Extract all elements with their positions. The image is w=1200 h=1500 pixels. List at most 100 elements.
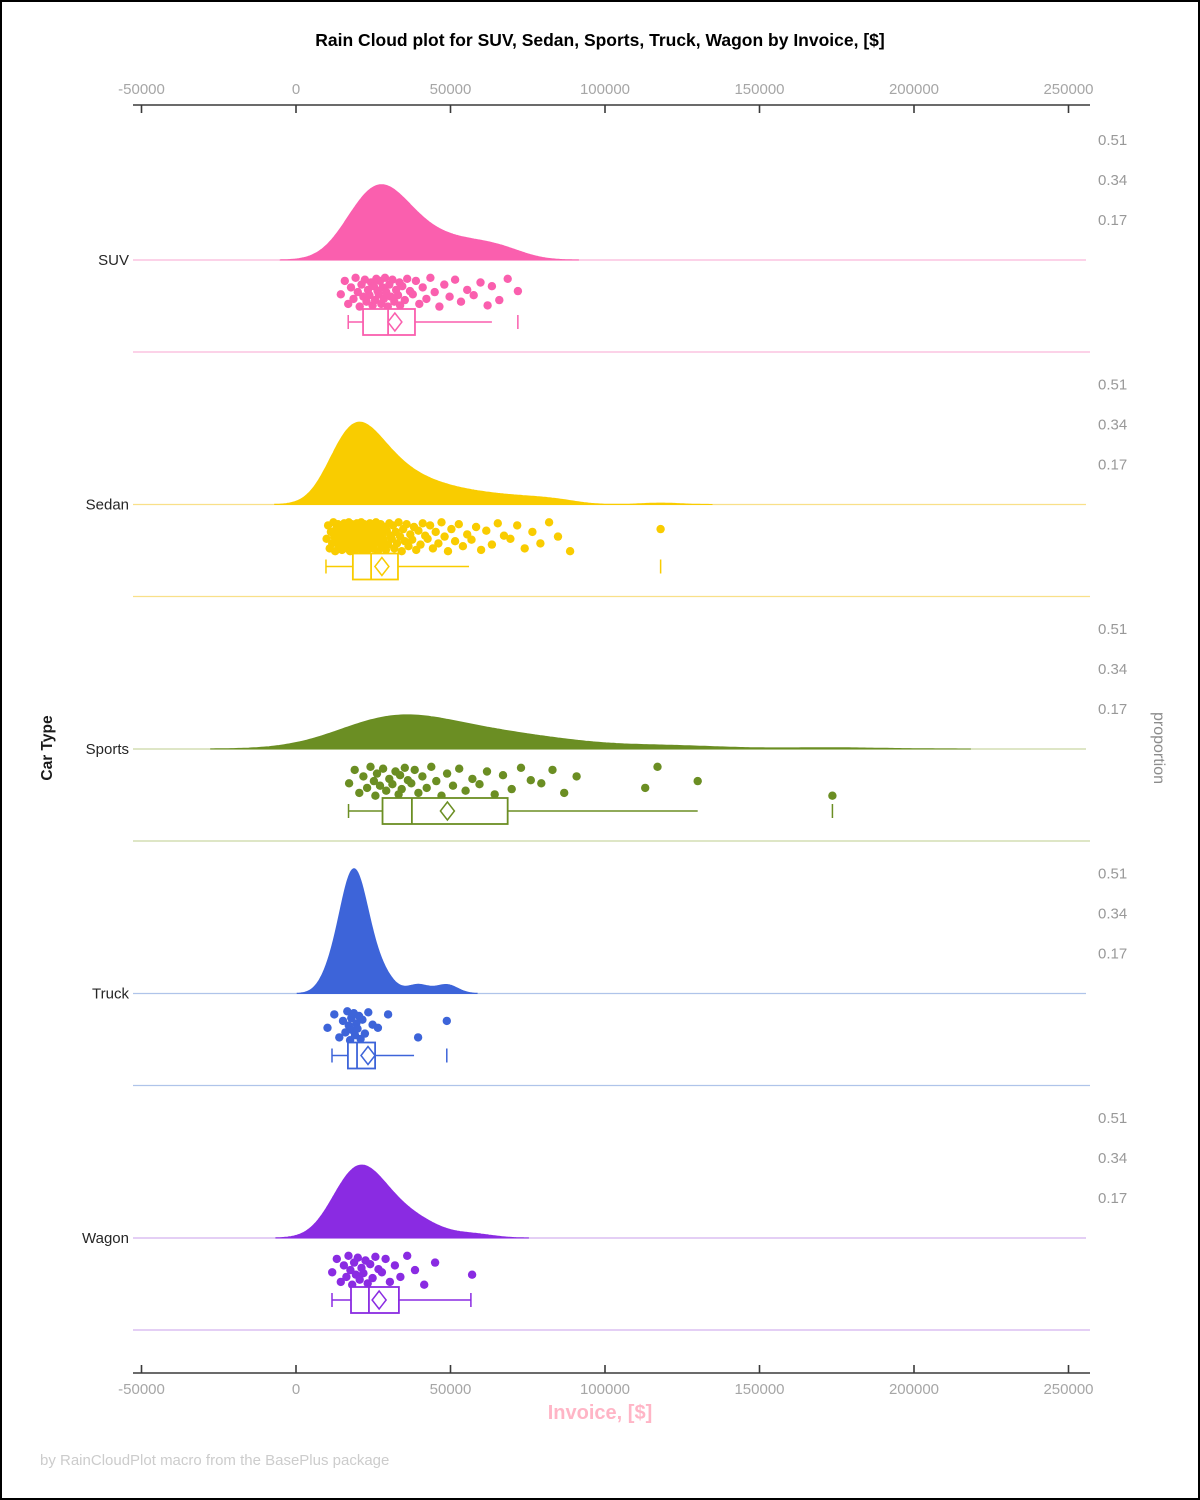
data-point-wagon [342,1272,351,1282]
density-curve-truck [296,868,478,994]
data-point-sports [410,765,419,775]
data-point-wagon [328,1268,337,1277]
category-label-truck: Truck [92,986,129,1003]
data-point-wagon [385,1277,395,1287]
data-point-truck [323,1023,332,1032]
data-point-sedan [408,535,417,544]
x2-tick-label: 200000 [889,81,939,98]
data-point-suv [349,294,358,304]
data-point-suv [418,283,427,292]
data-point-suv [435,302,444,311]
data-point-sedan [437,518,446,527]
data-point-sports [653,762,662,771]
data-point-truck [353,1024,362,1033]
x-tick-label: 50000 [430,1381,472,1398]
data-point-sedan [402,520,411,529]
proportion-tick-label-truck: 0.51 [1098,865,1127,882]
mean-diamond-truck [360,1045,376,1066]
data-point-truck [330,1010,339,1019]
data-point-sports [366,762,375,771]
proportion-tick-label-wagon: 0.17 [1098,1190,1127,1207]
data-point-sedan [458,542,468,551]
data-point-sedan [536,539,545,548]
data-point-sports [461,786,470,795]
data-point-sports [442,769,452,778]
data-point-truck [360,1029,370,1038]
data-point-sports [359,772,368,781]
data-point-sports [344,779,354,788]
data-point-suv [398,282,407,291]
x2-tick-label: 100000 [580,81,630,98]
category-label-wagon: Wagon [82,1230,129,1247]
data-point-sports [372,769,382,778]
data-point-suv [344,299,353,309]
x-tick-label: -50000 [118,1381,165,1398]
data-point-suv [445,292,454,301]
data-point-suv [426,273,435,282]
data-point-sedan [544,518,554,527]
proportion-tick-label-wagon: 0.51 [1098,1110,1127,1127]
data-point-sedan [493,519,502,528]
data-point-sports [507,784,516,794]
data-point-wagon [377,1268,387,1277]
density-curve-wagon [275,1164,529,1239]
data-point-sedan [506,534,515,543]
data-point-sedan [528,527,537,537]
data-point-sedan [450,537,460,546]
data-point-sports [350,765,359,775]
data-point-sports [378,764,388,773]
data-point-sports [828,791,837,800]
data-point-sedan [428,544,438,553]
data-point-sports [418,772,427,781]
data-point-wagon [336,1277,345,1287]
data-point-sports [388,780,397,789]
data-point-wagon [410,1265,420,1275]
data-point-sedan [416,540,425,549]
data-point-sports [560,788,569,798]
data-point-sports [395,771,405,780]
data-point-suv [495,295,504,305]
data-point-sports [455,764,464,773]
data-point-sedan [414,526,423,535]
data-point-sports [375,781,385,790]
data-point-suv [362,297,371,306]
data-point-wagon [381,1254,390,1264]
data-point-suv [450,275,460,284]
data-point-sedan [454,520,463,529]
data-point-suv [379,294,388,304]
data-point-suv [463,285,472,295]
data-point-sedan [404,542,413,551]
data-point-suv [388,275,397,284]
proportion-tick-label-truck: 0.34 [1098,905,1127,922]
proportion-tick-label-sports: 0.51 [1098,621,1127,638]
data-point-sedan [434,539,443,548]
data-point-sedan [425,521,435,530]
x-tick-label: 100000 [580,1381,630,1398]
mean-diamond-suv [386,311,403,333]
data-point-truck [364,1008,373,1017]
data-point-sedan [447,524,456,534]
data-point-suv [422,294,431,304]
data-point-sedan [471,522,481,532]
data-point-truck [413,1033,423,1042]
data-point-suv [336,290,345,299]
data-point-sports [369,776,379,786]
data-point-sedan [392,539,402,548]
data-point-sports [414,788,423,798]
data-point-truck [335,1033,344,1042]
x-axis-label: Invoice, [$] [547,1402,653,1424]
data-point-sedan [487,540,497,549]
data-point-wagon [344,1251,353,1261]
data-point-truck [338,1016,348,1026]
category-label-suv: SUV [98,252,129,269]
proportion-tick-label-suv: 0.51 [1098,132,1127,149]
mean-diamond-sports [439,800,456,822]
data-point-sports [422,783,431,793]
data-point-sedan [656,524,665,534]
data-point-sedan [565,547,575,556]
data-point-truck [373,1023,383,1032]
data-point-suv [380,273,390,282]
data-point-wagon [368,1273,377,1283]
